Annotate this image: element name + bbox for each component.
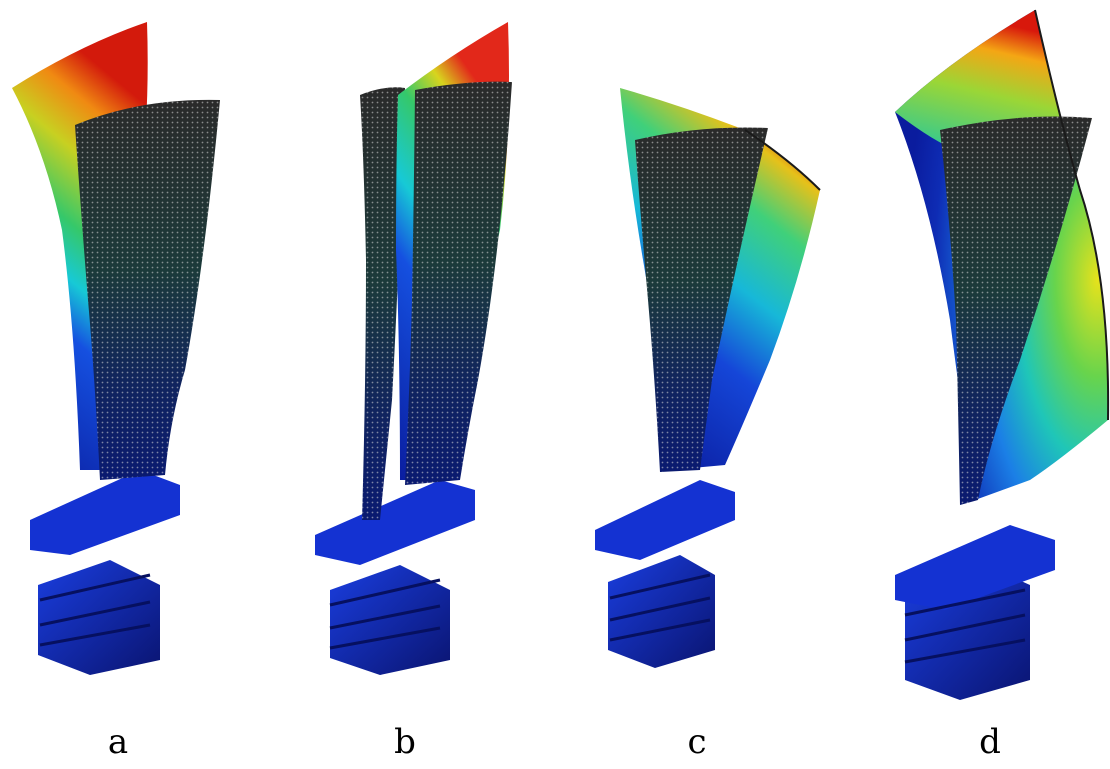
panel-a-blade (12, 22, 220, 675)
panel-c-blade (595, 88, 821, 668)
panel-c-root (608, 555, 715, 668)
panel-label-a: a (107, 722, 129, 762)
panel-b-root (330, 565, 450, 675)
panel-label-c: c (687, 722, 707, 762)
panel-b-blade (315, 22, 512, 675)
panel-d-blade (895, 9, 1110, 700)
panel-label-b: b (394, 722, 416, 762)
panel-a-root (38, 560, 160, 675)
panel-label-d: d (979, 722, 1001, 762)
